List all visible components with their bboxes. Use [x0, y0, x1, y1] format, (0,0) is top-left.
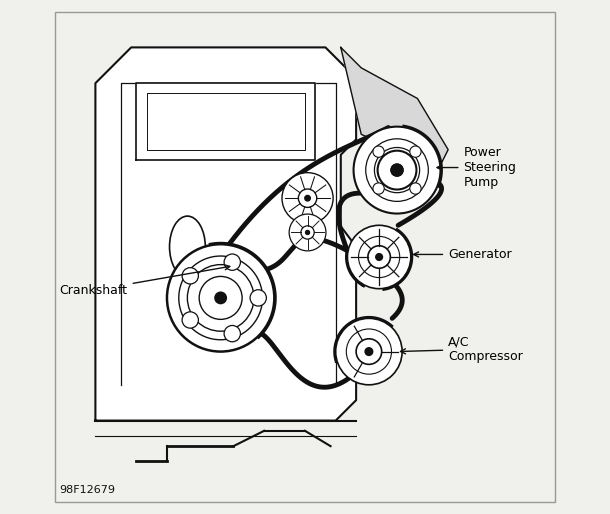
Circle shape	[410, 183, 421, 194]
Polygon shape	[95, 47, 356, 420]
Polygon shape	[341, 47, 448, 170]
Circle shape	[224, 325, 240, 342]
Circle shape	[224, 254, 240, 270]
Circle shape	[214, 291, 227, 304]
Circle shape	[336, 318, 402, 385]
Text: Generator: Generator	[414, 248, 512, 261]
Circle shape	[182, 268, 198, 284]
Text: A/C
Compressor: A/C Compressor	[401, 335, 523, 363]
Polygon shape	[136, 83, 315, 160]
Circle shape	[410, 146, 421, 157]
Text: Power
Steering
Pump: Power Steering Pump	[437, 146, 516, 189]
Circle shape	[167, 244, 274, 352]
Circle shape	[373, 183, 384, 194]
Circle shape	[282, 173, 333, 224]
Circle shape	[390, 163, 404, 177]
Circle shape	[365, 348, 373, 355]
Circle shape	[354, 126, 440, 213]
Circle shape	[250, 290, 267, 306]
Text: Crankshaft: Crankshaft	[60, 265, 230, 297]
Circle shape	[348, 225, 411, 289]
Circle shape	[305, 195, 310, 201]
Circle shape	[391, 164, 403, 176]
Circle shape	[289, 214, 326, 251]
Circle shape	[376, 253, 382, 261]
Circle shape	[306, 230, 309, 234]
Circle shape	[373, 146, 384, 157]
Text: 98F12679: 98F12679	[60, 485, 116, 494]
Circle shape	[182, 312, 198, 328]
